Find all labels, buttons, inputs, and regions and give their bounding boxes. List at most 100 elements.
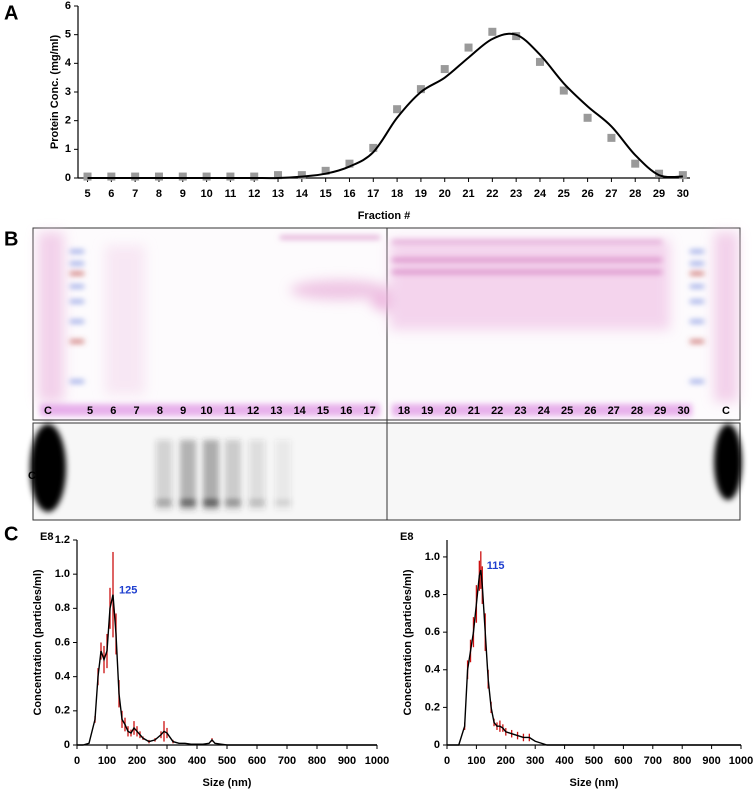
panel-label: B: [4, 228, 18, 250]
ladder-band: [70, 380, 84, 383]
gel-stain: [38, 232, 738, 402]
x-tick-label: 23: [510, 188, 522, 200]
lane-label: 9: [180, 405, 186, 417]
blot-band: [249, 500, 265, 505]
lane-label: 10: [200, 405, 212, 417]
data-line: [447, 569, 741, 746]
x-axis-title: Size (nm): [203, 777, 252, 789]
x-tick-label: 200: [497, 755, 515, 767]
data-point: [678, 171, 687, 180]
data-point: [488, 27, 497, 36]
y-tick-label: 0.4: [425, 664, 441, 676]
lane-label: 13: [270, 405, 282, 417]
lane-label: 15: [317, 405, 329, 417]
x-tick-label: 300: [158, 755, 176, 767]
y-tick-label: 2: [65, 115, 71, 127]
data-point: [559, 86, 568, 95]
lane-label: 24: [538, 405, 551, 417]
ladder-band: [70, 320, 84, 323]
y-tick-label: 1.2: [55, 534, 70, 546]
data-point: [655, 169, 664, 178]
lane-label: 18: [398, 405, 410, 417]
y-axis-title: Protein Conc. (mg/ml): [49, 35, 61, 150]
data-point: [345, 159, 354, 168]
blot-band: [180, 500, 196, 505]
data-point: [535, 57, 544, 66]
y-tick-label: 0: [64, 739, 70, 751]
x-tick-label: 500: [585, 755, 603, 767]
band: [392, 240, 662, 244]
peak-annotation: 115: [487, 560, 505, 572]
x-tick-label: 200: [128, 755, 146, 767]
y-tick-label: 4: [65, 57, 72, 69]
y-tick-label: 0.4: [55, 671, 71, 683]
x-tick-label: 600: [248, 755, 266, 767]
x-tick-label: 15: [320, 188, 332, 200]
data-point: [393, 105, 402, 114]
x-tick-label: 0: [74, 755, 80, 767]
x-tick-label: 500: [218, 755, 236, 767]
x-tick-label: 400: [555, 755, 573, 767]
blot-smear: [180, 440, 196, 510]
x-tick-label: 400: [188, 755, 206, 767]
x-tick-label: 100: [467, 755, 485, 767]
stain-lane: [714, 232, 738, 402]
stain-lane: [105, 245, 145, 395]
ladder-band: [70, 300, 84, 303]
band: [392, 258, 662, 262]
x-tick-label: 26: [581, 188, 593, 200]
x-tick-label: 9: [180, 188, 186, 200]
x-tick-label: 16: [343, 188, 355, 200]
ladder-band: [690, 250, 704, 253]
y-tick-label: 0.8: [425, 588, 440, 600]
x-tick-label: 8: [156, 188, 162, 200]
x-tick-label: 18: [391, 188, 403, 200]
blot-band: [275, 500, 291, 505]
blot-smear: [203, 440, 219, 510]
blot-band: [203, 500, 219, 505]
y-tick-label: 3: [65, 86, 71, 98]
blot-smear: [275, 440, 291, 510]
ladder-band: [690, 340, 704, 343]
data-line: [77, 594, 377, 746]
blot-label: CD63: [28, 470, 56, 482]
data-point: [321, 166, 330, 175]
data-point: [154, 172, 163, 181]
ladder-band: [70, 250, 84, 253]
lane-label: 21: [468, 405, 480, 417]
y-axis-title: Concentration (particles/ml): [402, 569, 414, 715]
lane-label: 11: [224, 405, 236, 417]
ladder-band: [70, 262, 84, 265]
data-point: [83, 172, 92, 181]
band: [392, 270, 662, 274]
data-point: [178, 172, 187, 181]
ladder-band: [690, 272, 704, 275]
stain-lane: [38, 232, 64, 402]
band: [280, 236, 380, 239]
y-tick-label: 0.8: [55, 602, 70, 614]
lane-label: 16: [340, 405, 352, 417]
x-tick-label: 24: [534, 188, 547, 200]
data-point: [369, 143, 378, 152]
blot-band: [225, 500, 241, 505]
blot-smear: [249, 440, 265, 510]
x-tick-label: 19: [415, 188, 427, 200]
lane-label: C: [722, 405, 730, 417]
y-tick-label: 1.0: [425, 551, 440, 563]
ladder-band: [690, 320, 704, 323]
stain-smear: [390, 240, 670, 330]
x-tick-label: 27: [605, 188, 617, 200]
lane-label: 14: [294, 405, 307, 417]
x-tick-label: 1000: [365, 755, 389, 767]
data-point: [416, 85, 425, 94]
lane-label: 6: [110, 405, 116, 417]
x-tick-label: 6: [108, 188, 114, 200]
panel-label: C: [4, 523, 18, 545]
x-tick-label: 13: [272, 188, 284, 200]
data-point: [297, 171, 306, 180]
blot-blob: [714, 424, 742, 500]
x-tick-label: 12: [248, 188, 260, 200]
lane-label: 27: [608, 405, 620, 417]
x-tick-label: 11: [225, 188, 237, 200]
ladder-band: [690, 380, 704, 383]
